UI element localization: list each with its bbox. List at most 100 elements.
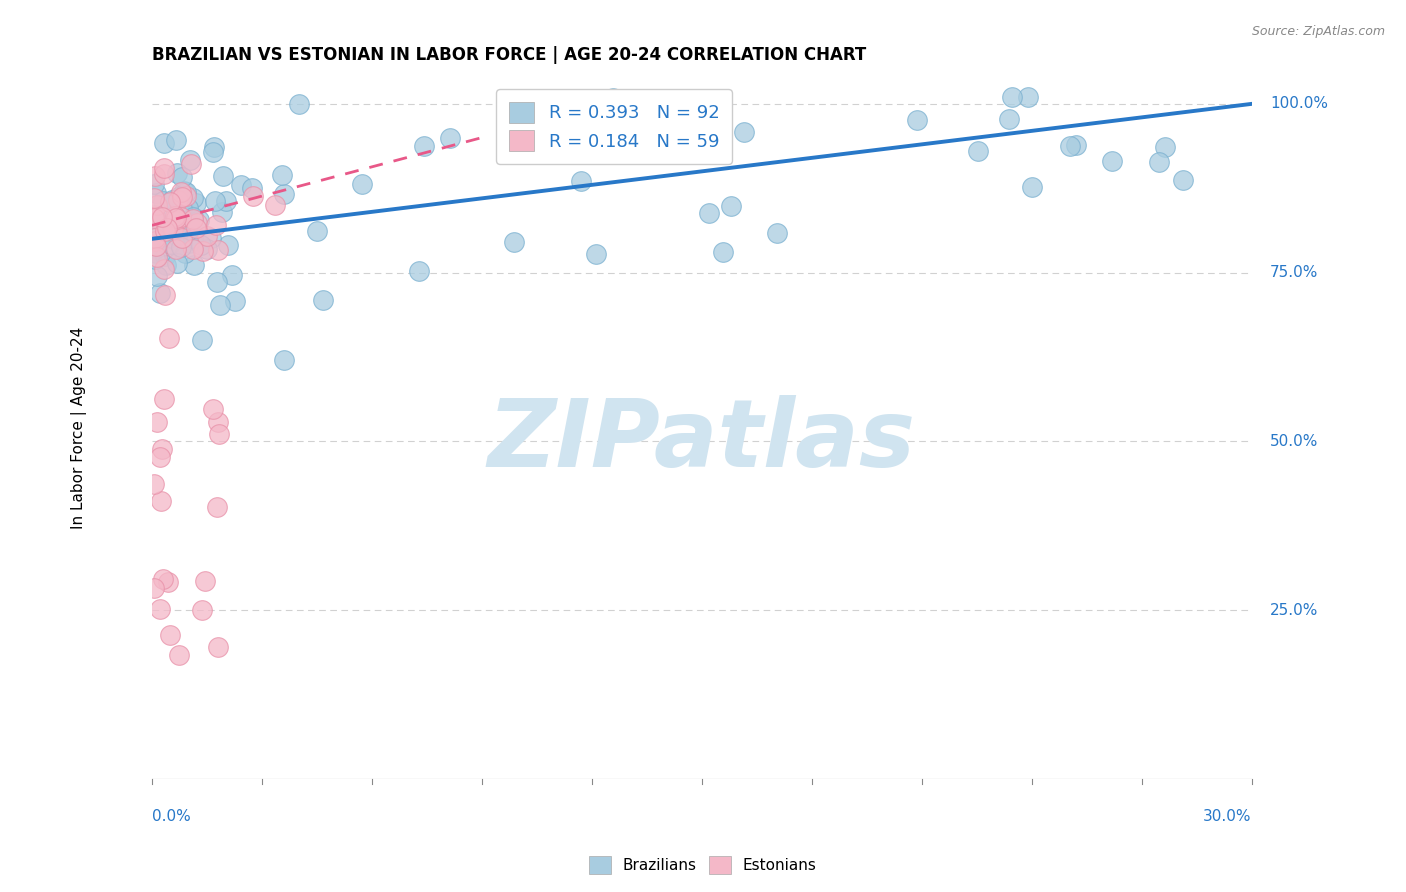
Point	[165, 133, 187, 147]
Point	[503, 235, 526, 249]
Point	[152, 194, 174, 209]
Point	[195, 228, 218, 243]
Point	[413, 139, 436, 153]
Point	[205, 218, 228, 232]
Point	[221, 268, 243, 283]
Point	[142, 211, 165, 225]
Point	[184, 221, 207, 235]
Point	[159, 217, 181, 231]
Point	[224, 293, 246, 308]
Point	[1153, 140, 1175, 154]
Point	[179, 224, 201, 238]
Point	[153, 262, 176, 277]
Point	[163, 209, 186, 223]
Point	[162, 208, 184, 222]
Point	[167, 648, 190, 662]
Point	[211, 169, 233, 183]
Point	[153, 288, 176, 302]
Point	[173, 184, 195, 198]
Point	[174, 245, 197, 260]
Point	[152, 161, 174, 176]
Point	[172, 190, 194, 204]
Point	[181, 212, 204, 227]
Point	[145, 227, 167, 241]
Text: Source: ZipAtlas.com: Source: ZipAtlas.com	[1251, 25, 1385, 38]
Point	[146, 250, 169, 264]
Point	[145, 230, 167, 244]
Point	[562, 140, 585, 154]
Point	[1059, 138, 1081, 153]
Point	[242, 189, 264, 203]
Point	[170, 211, 193, 225]
Point	[172, 231, 194, 245]
Point	[149, 494, 172, 508]
Point	[152, 392, 174, 406]
Point	[143, 169, 166, 183]
Text: ZIPatlas: ZIPatlas	[488, 395, 915, 487]
Point	[166, 229, 188, 244]
Point	[149, 285, 172, 300]
Point	[155, 223, 177, 237]
Point	[155, 258, 177, 272]
Point	[165, 242, 187, 256]
Point	[208, 426, 231, 441]
Point	[177, 236, 200, 251]
Point	[193, 244, 215, 258]
Point	[142, 192, 165, 206]
Point	[264, 198, 287, 212]
Legend: Brazilians, Estonians: Brazilians, Estonians	[583, 850, 823, 880]
Point	[160, 193, 183, 207]
Point	[150, 442, 173, 456]
Point	[201, 145, 224, 159]
Point	[166, 256, 188, 270]
Point	[350, 178, 373, 192]
Point	[191, 333, 214, 347]
Point	[207, 244, 229, 258]
Point	[145, 239, 167, 253]
Point	[152, 167, 174, 181]
Point	[200, 231, 222, 245]
Point	[190, 603, 212, 617]
Point	[273, 353, 295, 368]
Point	[170, 185, 193, 199]
Point	[143, 209, 166, 223]
Point	[181, 191, 204, 205]
Point	[165, 211, 187, 225]
Point	[149, 450, 172, 464]
Point	[204, 194, 226, 209]
Point	[156, 220, 179, 235]
Point	[202, 402, 225, 417]
Point	[181, 231, 204, 245]
Text: BRAZILIAN VS ESTONIAN IN LABOR FORCE | AGE 20-24 CORRELATION CHART: BRAZILIAN VS ESTONIAN IN LABOR FORCE | A…	[152, 46, 866, 64]
Point	[288, 96, 311, 111]
Point	[1001, 90, 1024, 104]
Point	[159, 628, 181, 642]
Point	[159, 236, 181, 251]
Point	[720, 198, 742, 212]
Point	[905, 113, 928, 128]
Point	[142, 477, 165, 491]
Point	[176, 207, 198, 221]
Point	[157, 330, 180, 344]
Point	[195, 242, 218, 256]
Point	[176, 201, 198, 215]
Text: 75.0%: 75.0%	[1270, 265, 1319, 280]
Point	[170, 219, 193, 233]
Point	[585, 247, 607, 261]
Point	[240, 181, 263, 195]
Text: 25.0%: 25.0%	[1270, 602, 1319, 617]
Point	[172, 202, 194, 216]
Point	[571, 174, 593, 188]
Point	[166, 166, 188, 180]
Point	[153, 249, 176, 263]
Point	[170, 169, 193, 184]
Point	[439, 131, 461, 145]
Point	[1147, 154, 1170, 169]
Point	[1101, 154, 1123, 169]
Point	[142, 581, 165, 595]
Point	[312, 293, 335, 308]
Point	[202, 140, 225, 154]
Point	[766, 226, 789, 240]
Point	[1064, 137, 1087, 152]
Point	[207, 275, 229, 289]
